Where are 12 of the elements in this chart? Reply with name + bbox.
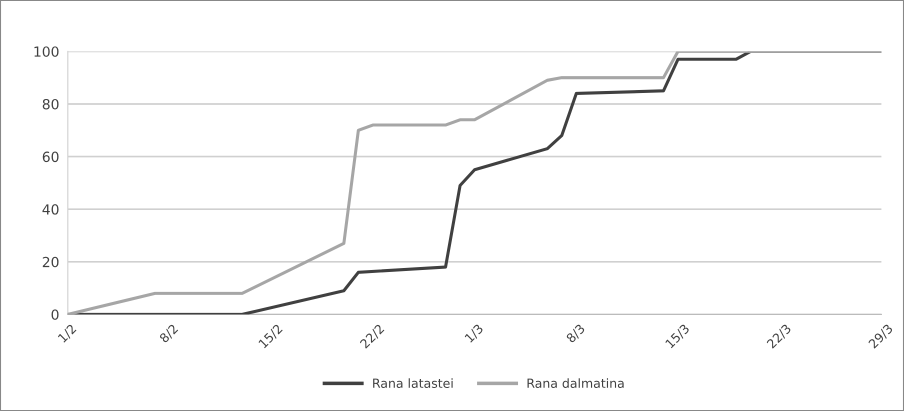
y-tick-label: 20: [42, 256, 59, 268]
legend-label: Rana dalmatina: [528, 378, 624, 388]
x-tick-label: 1/3: [464, 324, 484, 344]
y-tick-label: 0: [52, 309, 59, 320]
x-tick-label: 8/2: [158, 324, 179, 344]
y-tick-label: 80: [42, 98, 59, 110]
y-tick-label: 40: [42, 204, 59, 215]
x-tick-label: 1/2: [58, 324, 78, 344]
y-tick-label: 60: [42, 152, 59, 162]
y-tick-label: 100: [34, 46, 59, 57]
x-tick-label: 8/3: [566, 324, 586, 344]
legend-label: Rana latastei: [373, 378, 453, 388]
